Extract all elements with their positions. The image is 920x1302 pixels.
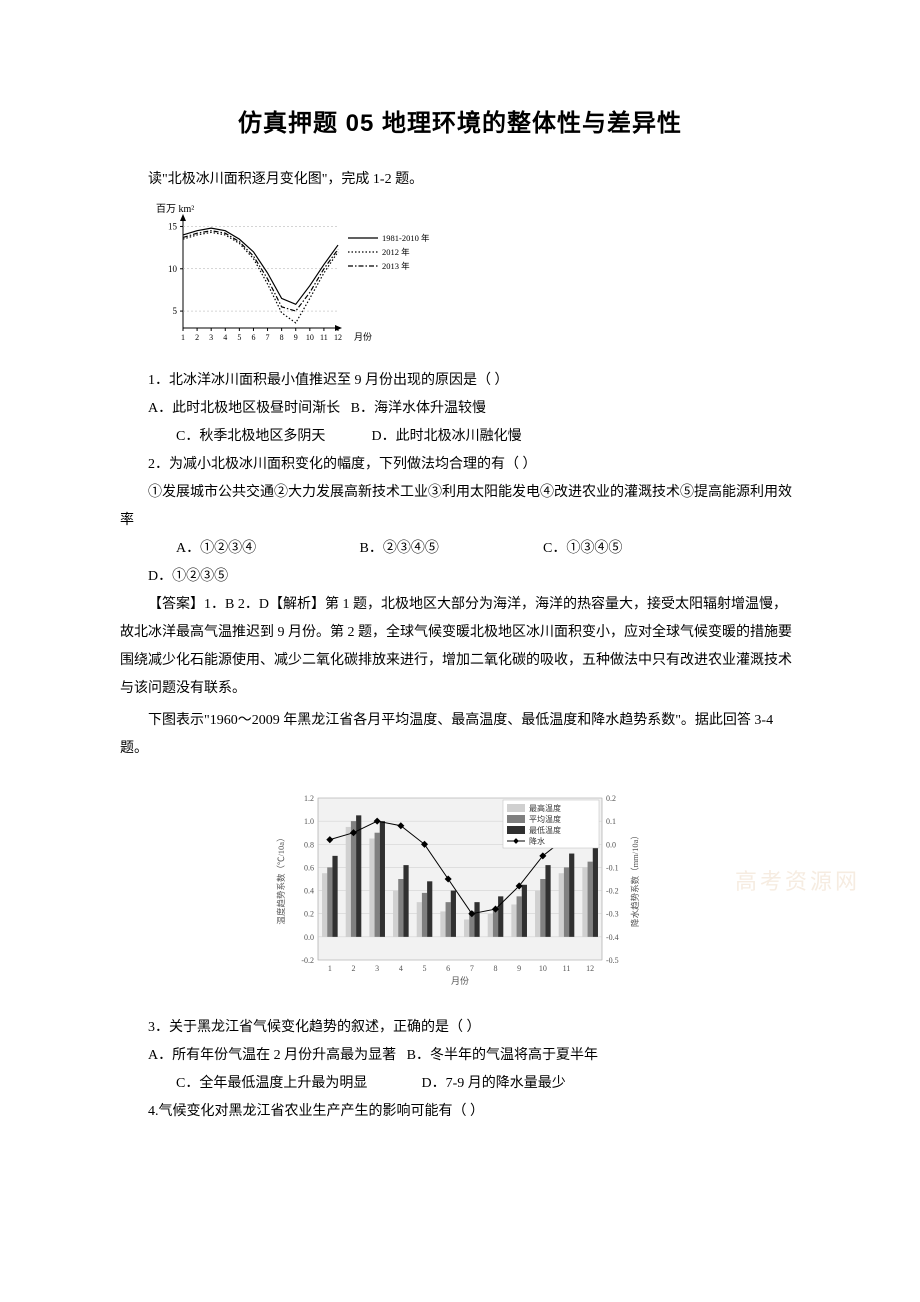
svg-text:3: 3 [209, 333, 213, 342]
svg-text:0.1: 0.1 [606, 817, 616, 826]
q2-opt-d: D．①②③⑤ [120, 563, 228, 591]
q1-opt-b: B．海洋水体升温较慢 [351, 401, 486, 416]
svg-text:11: 11 [563, 964, 571, 973]
svg-text:4: 4 [223, 333, 227, 342]
svg-text:1: 1 [328, 964, 332, 973]
q2-opt-b: B．②③④⑤ [332, 535, 472, 563]
q2-opt-a: A．①②③④ [148, 535, 288, 563]
svg-text:0.0: 0.0 [606, 840, 616, 849]
q1-options-row2: C．秋季北极地区多阴天 D．此时北极冰川融化慢 [120, 423, 800, 451]
svg-text:5: 5 [237, 333, 241, 342]
svg-text:百万 km²: 百万 km² [156, 203, 194, 215]
svg-text:平均温度: 平均温度 [529, 814, 561, 824]
svg-text:1.0: 1.0 [304, 817, 314, 826]
svg-text:7: 7 [470, 964, 474, 973]
svg-text:15: 15 [168, 221, 178, 231]
q2-opt-c: C．①③④⑤ [515, 535, 655, 563]
svg-text:4: 4 [399, 964, 403, 973]
q3-opt-b: B．冬半年的气温将高于夏半年 [407, 1048, 598, 1063]
svg-text:11: 11 [320, 333, 328, 342]
q1-opt-d: D．此时北极冰川融化慢 [372, 429, 522, 444]
svg-text:2: 2 [352, 964, 356, 973]
svg-text:-0.2: -0.2 [606, 887, 619, 896]
svg-text:-0.5: -0.5 [606, 956, 619, 965]
svg-text:5: 5 [423, 964, 427, 973]
svg-text:0.4: 0.4 [304, 887, 314, 896]
svg-text:9: 9 [294, 333, 298, 342]
q1-options-row1: A．此时北极地区极昼时间渐长 B．海洋水体升温较慢 [120, 395, 800, 423]
svg-text:0.8: 0.8 [304, 840, 314, 849]
svg-text:-0.3: -0.3 [606, 910, 619, 919]
svg-text:2013 年: 2013 年 [382, 261, 410, 271]
svg-text:6: 6 [446, 964, 450, 973]
q2-stem: 2．为减小北极冰川面积变化的幅度，下列做法均合理的有（ ） [120, 451, 800, 479]
q3-opt-a: A．所有年份气温在 2 月份升高最为显著 [148, 1048, 396, 1063]
svg-text:2012 年: 2012 年 [382, 247, 410, 257]
svg-text:10: 10 [306, 333, 314, 342]
svg-text:0.6: 0.6 [304, 863, 314, 872]
svg-text:-0.1: -0.1 [606, 863, 619, 872]
svg-text:月份: 月份 [354, 331, 372, 342]
page-title: 仿真押题 05 地理环境的整体性与差异性 [120, 100, 800, 148]
q1-stem: 1．北冰洋冰川面积最小值推迟至 9 月份出现的原因是（ ） [120, 367, 800, 395]
svg-text:9: 9 [517, 964, 521, 973]
q4-stem: 4.气候变化对黑龙江省农业生产产生的影响可能有（ ） [120, 1098, 800, 1126]
q2-circles: ①发展城市公共交通②大力发展高新技术工业③利用太阳能发电④改进农业的灌溉技术⑤提… [120, 479, 800, 535]
svg-text:2: 2 [195, 333, 199, 342]
svg-text:8: 8 [280, 333, 284, 342]
svg-text:月份: 月份 [451, 975, 469, 986]
svg-text:10: 10 [168, 264, 178, 274]
q1-opt-c: C．秋季北极地区多阴天 [148, 423, 368, 451]
svg-text:12: 12 [334, 333, 342, 342]
svg-text:5: 5 [173, 306, 178, 316]
chart-2-heilongjiang: -0.2 0.0 0.2 0.4 0.6 0.8 1.0 1.2 -0.5 -0.4 -0.3 -0.… [120, 778, 800, 999]
svg-text:0.2: 0.2 [606, 794, 616, 803]
svg-text:1: 1 [181, 333, 185, 342]
answer-1-2: 【答案】1．B 2．D【解析】第 1 题，北极地区大部分为海洋，海洋的热容量大，… [120, 591, 800, 703]
svg-text:0.2: 0.2 [304, 910, 314, 919]
q3-opt-d: D．7-9 月的降水量最少 [422, 1076, 566, 1091]
svg-text:6: 6 [251, 333, 255, 342]
q3-opt-c: C．全年最低温度上升最为明显 [148, 1070, 418, 1098]
svg-text:温度趋势系数（℃/10a）: 温度趋势系数（℃/10a） [276, 833, 286, 924]
svg-text:降水趋势系数（mm/10a）: 降水趋势系数（mm/10a） [630, 831, 640, 927]
intro-text-1: 读"北极冰川面积逐月变化图"，完成 1-2 题。 [120, 166, 800, 194]
svg-text:-0.2: -0.2 [301, 956, 314, 965]
svg-text:最低温度: 最低温度 [529, 825, 561, 835]
svg-text:3: 3 [375, 964, 379, 973]
chart-1-arctic-ice: 百万 km²51015123456789101112月份1981-2010 年2… [148, 200, 800, 361]
q1-opt-a: A．此时北极地区极昼时间渐长 [148, 401, 340, 416]
svg-text:10: 10 [539, 964, 547, 973]
svg-text:降水: 降水 [529, 836, 545, 846]
svg-text:8: 8 [494, 964, 498, 973]
q3-options-row2: C．全年最低温度上升最为明显 D．7-9 月的降水量最少 [120, 1070, 800, 1098]
q2-options: A．①②③④ B．②③④⑤ C．①③④⑤ D．①②③⑤ [120, 535, 800, 591]
svg-text:7: 7 [266, 333, 270, 342]
q3-stem: 3．关于黑龙江省气候变化趋势的叙述，正确的是（ ） [120, 1014, 800, 1042]
svg-text:12: 12 [586, 964, 594, 973]
svg-text:0.0: 0.0 [304, 933, 314, 942]
svg-text:最高温度: 最高温度 [529, 803, 561, 813]
svg-text:1.2: 1.2 [304, 794, 314, 803]
svg-text:-0.4: -0.4 [606, 933, 619, 942]
q3-options-row1: A．所有年份气温在 2 月份升高最为显著 B．冬半年的气温将高于夏半年 [120, 1042, 800, 1070]
intro-text-2: 下图表示"1960～2009 年黑龙江省各月平均温度、最高温度、最低温度和降水趋… [120, 707, 800, 763]
svg-text:1981-2010 年: 1981-2010 年 [382, 233, 430, 243]
